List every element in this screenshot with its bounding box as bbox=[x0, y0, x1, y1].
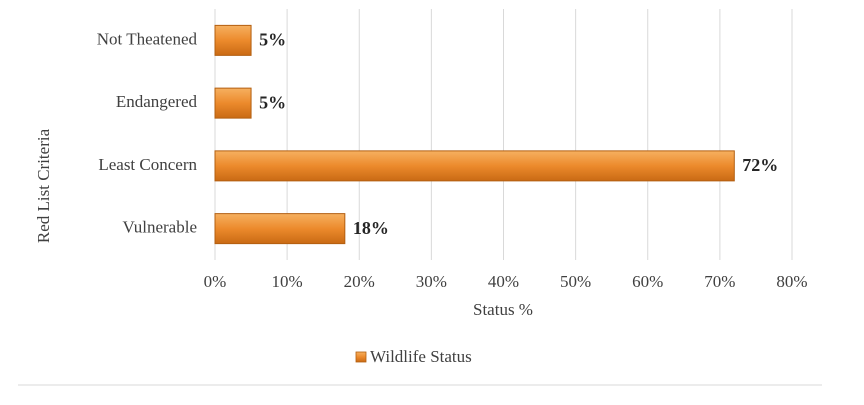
value-label: 5% bbox=[259, 30, 286, 50]
x-tick-label: 30% bbox=[416, 272, 447, 291]
value-label: 18% bbox=[353, 218, 389, 238]
legend-swatch bbox=[355, 351, 367, 363]
bar bbox=[214, 150, 735, 182]
bar bbox=[214, 87, 252, 119]
x-tick-label: 60% bbox=[632, 272, 663, 291]
x-tick-label: 40% bbox=[488, 272, 519, 291]
x-axis-title: Status % bbox=[473, 300, 533, 319]
y-tick-label: Least Concern bbox=[98, 155, 197, 174]
x-tick-label: 50% bbox=[560, 272, 591, 291]
y-tick-label: Not Theatened bbox=[97, 29, 198, 48]
value-label: 5% bbox=[259, 92, 286, 112]
x-tick-label: 10% bbox=[272, 272, 303, 291]
y-axis-title: Red List Criteria bbox=[34, 128, 53, 243]
x-tick-label: 20% bbox=[344, 272, 375, 291]
x-tick-label: 80% bbox=[776, 272, 807, 291]
legend: Wildlife Status bbox=[355, 347, 472, 366]
y-tick-label: Endangered bbox=[116, 92, 198, 111]
x-tick-label: 70% bbox=[704, 272, 735, 291]
y-tick-label: Vulnerable bbox=[123, 218, 198, 237]
legend-label: Wildlife Status bbox=[370, 347, 472, 366]
bar bbox=[214, 213, 346, 245]
bar bbox=[214, 24, 252, 56]
value-label: 72% bbox=[742, 155, 778, 175]
x-tick-label: 0% bbox=[204, 272, 227, 291]
